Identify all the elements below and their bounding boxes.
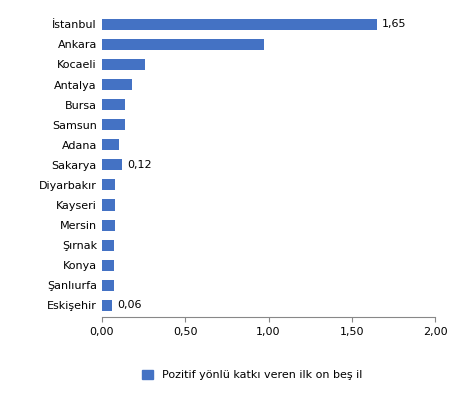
Bar <box>102 79 132 90</box>
Bar <box>102 260 113 271</box>
Text: 1,65: 1,65 <box>382 19 407 29</box>
Bar <box>102 19 377 30</box>
Bar <box>102 179 115 190</box>
Bar <box>102 240 113 251</box>
Text: 0,12: 0,12 <box>127 160 151 170</box>
Bar <box>102 280 113 291</box>
Bar <box>102 159 122 171</box>
Bar <box>102 99 125 110</box>
Bar <box>102 119 125 130</box>
Bar <box>102 199 115 210</box>
Bar <box>102 39 263 50</box>
Bar <box>102 139 119 150</box>
Bar <box>102 300 112 311</box>
Legend: Pozitif yönlü katkı veren ilk on beş il: Pozitif yönlü katkı veren ilk on beş il <box>137 366 367 385</box>
Bar <box>102 219 115 231</box>
Text: 0,06: 0,06 <box>117 300 141 311</box>
Bar <box>102 59 145 70</box>
